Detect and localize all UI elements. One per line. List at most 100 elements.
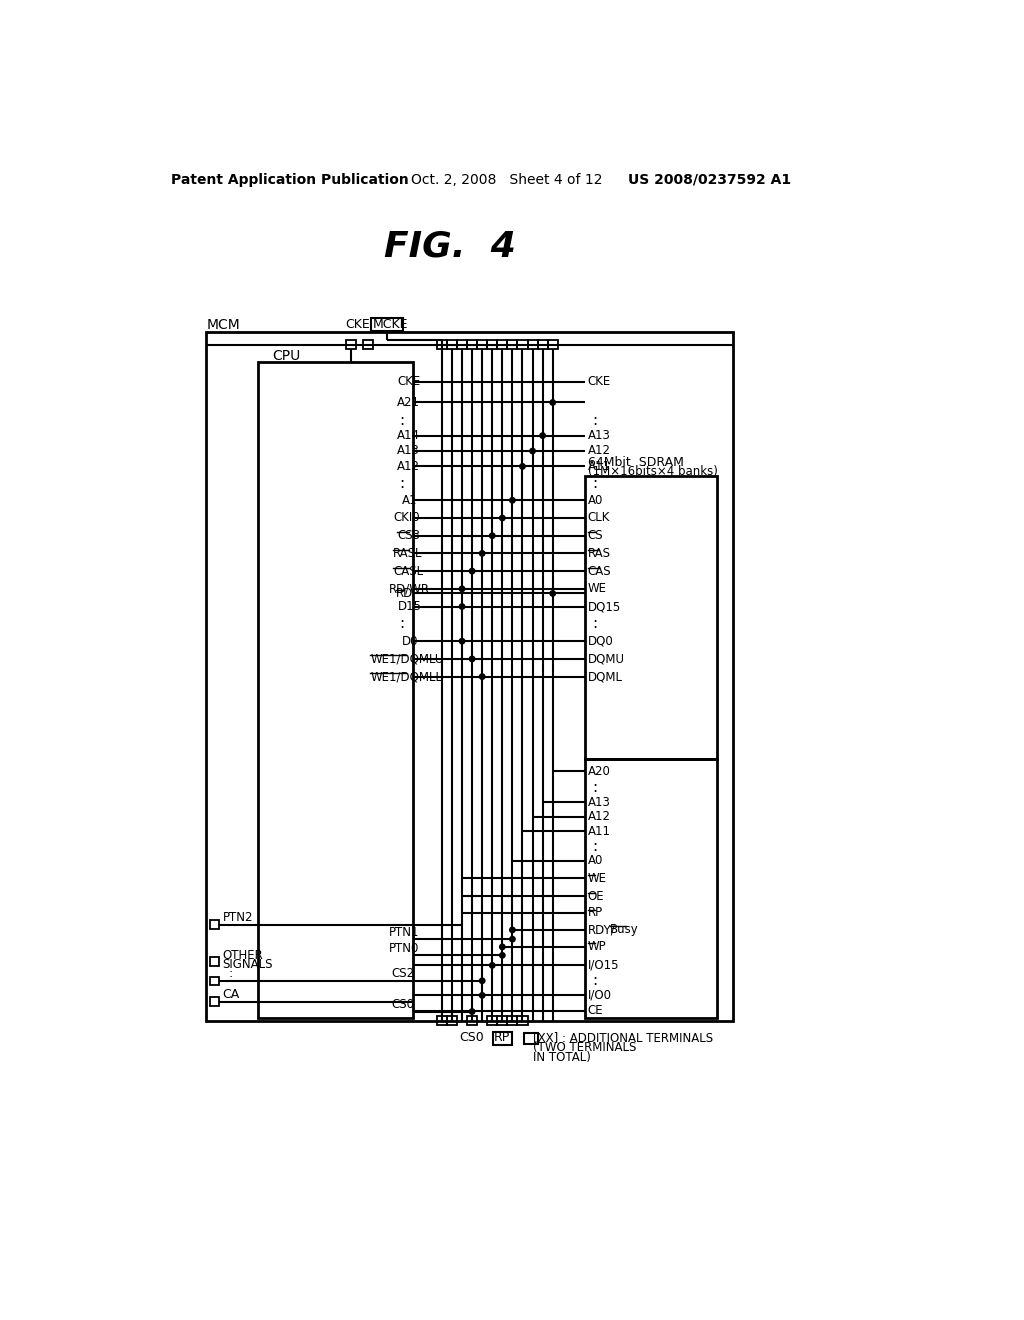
- Circle shape: [469, 1008, 475, 1014]
- Bar: [437, 1016, 446, 1026]
- Bar: [210, 957, 219, 966]
- Text: :: :: [399, 616, 404, 631]
- Bar: [437, 341, 446, 350]
- Circle shape: [529, 449, 536, 454]
- Bar: [538, 341, 548, 350]
- Text: CS3: CS3: [397, 529, 421, 543]
- Circle shape: [510, 498, 515, 503]
- Text: RDY/: RDY/: [588, 924, 615, 936]
- Circle shape: [469, 569, 475, 574]
- Bar: [527, 341, 538, 350]
- Circle shape: [500, 944, 505, 949]
- Bar: [493, 1032, 512, 1044]
- Bar: [548, 341, 558, 350]
- Text: I/O15: I/O15: [588, 958, 620, 972]
- Circle shape: [540, 433, 546, 438]
- Text: D15: D15: [397, 601, 422, 612]
- Text: CAS: CAS: [588, 565, 611, 578]
- Text: CKE: CKE: [397, 375, 421, 388]
- Text: A12: A12: [397, 459, 421, 473]
- Text: OTHER: OTHER: [222, 949, 263, 962]
- Text: A20: A20: [588, 764, 610, 777]
- Circle shape: [489, 533, 495, 539]
- Bar: [210, 998, 219, 1006]
- Circle shape: [469, 656, 475, 661]
- Circle shape: [479, 993, 485, 998]
- Text: [XX] : ADDITIONAL TERMINALS: [XX] : ADDITIONAL TERMINALS: [534, 1031, 714, 1044]
- Circle shape: [510, 936, 515, 942]
- Text: D0: D0: [401, 635, 419, 648]
- Circle shape: [489, 962, 495, 968]
- Text: A14: A14: [397, 429, 421, 442]
- Bar: [371, 318, 403, 331]
- Text: PTN1: PTN1: [388, 925, 419, 939]
- Bar: [498, 1016, 507, 1026]
- Text: :: :: [592, 838, 597, 854]
- Text: (TWO TERMINALS: (TWO TERMINALS: [534, 1041, 637, 1055]
- Text: MCKE: MCKE: [373, 318, 409, 331]
- Bar: [487, 341, 498, 350]
- Circle shape: [460, 639, 465, 644]
- Circle shape: [479, 675, 485, 680]
- Text: DQ0: DQ0: [588, 635, 613, 648]
- Text: RD: RD: [396, 587, 414, 601]
- Text: :: :: [592, 475, 597, 491]
- Text: WE1/DQMLL: WE1/DQMLL: [371, 671, 442, 684]
- Text: FIG.  4: FIG. 4: [384, 230, 516, 264]
- Text: CKI0: CKI0: [393, 511, 420, 524]
- Bar: [467, 1016, 477, 1026]
- Text: RAS: RAS: [588, 546, 610, 560]
- Text: CPU: CPU: [272, 348, 300, 363]
- Text: WE1/DQMLU: WE1/DQMLU: [371, 652, 443, 665]
- Text: A13: A13: [397, 445, 420, 458]
- Bar: [457, 341, 467, 350]
- Bar: [487, 1016, 498, 1026]
- Text: :: :: [399, 475, 404, 491]
- Bar: [517, 341, 527, 350]
- Text: RASL: RASL: [393, 546, 422, 560]
- Text: DQMU: DQMU: [588, 652, 625, 665]
- Text: CS0: CS0: [391, 998, 415, 1011]
- Bar: [498, 341, 507, 350]
- Text: A13: A13: [588, 429, 610, 442]
- Text: US 2008/0237592 A1: US 2008/0237592 A1: [628, 173, 791, 187]
- Bar: [446, 1016, 457, 1026]
- Bar: [517, 1016, 527, 1026]
- Text: Busy: Busy: [610, 924, 639, 936]
- Bar: [477, 341, 487, 350]
- Text: WE: WE: [588, 871, 606, 884]
- Text: CKE: CKE: [588, 375, 611, 388]
- Text: CS: CS: [588, 529, 603, 543]
- Text: A0: A0: [588, 854, 603, 867]
- Text: A12: A12: [588, 810, 610, 824]
- Bar: [586, 475, 717, 759]
- Text: MCM: MCM: [207, 318, 241, 331]
- Text: 64Mbit  SDRAM: 64Mbit SDRAM: [588, 455, 683, 469]
- Circle shape: [500, 953, 505, 958]
- Text: OE: OE: [588, 890, 604, 903]
- Bar: [258, 363, 414, 1019]
- Text: :: :: [228, 968, 233, 981]
- Text: :: :: [592, 780, 597, 795]
- Text: CA: CA: [222, 989, 240, 1001]
- Text: I/O0: I/O0: [588, 989, 611, 1002]
- Text: RD/WR: RD/WR: [388, 582, 429, 595]
- Text: CE: CE: [588, 1005, 603, 1018]
- Circle shape: [479, 978, 485, 983]
- Text: A1: A1: [401, 494, 418, 507]
- Text: CKE: CKE: [345, 318, 370, 331]
- Bar: [346, 341, 356, 350]
- Circle shape: [550, 591, 555, 597]
- Text: Patent Application Publication: Patent Application Publication: [171, 173, 409, 187]
- Bar: [206, 331, 732, 1020]
- Bar: [467, 341, 477, 350]
- Text: :: :: [592, 973, 597, 989]
- Text: CLK: CLK: [588, 511, 610, 524]
- Text: WP: WP: [588, 940, 606, 953]
- Text: CASL: CASL: [393, 565, 423, 578]
- Text: DQ15: DQ15: [588, 601, 621, 612]
- Text: A0: A0: [588, 494, 603, 507]
- Bar: [507, 341, 517, 350]
- Circle shape: [510, 927, 515, 933]
- Text: CS0: CS0: [460, 1031, 484, 1044]
